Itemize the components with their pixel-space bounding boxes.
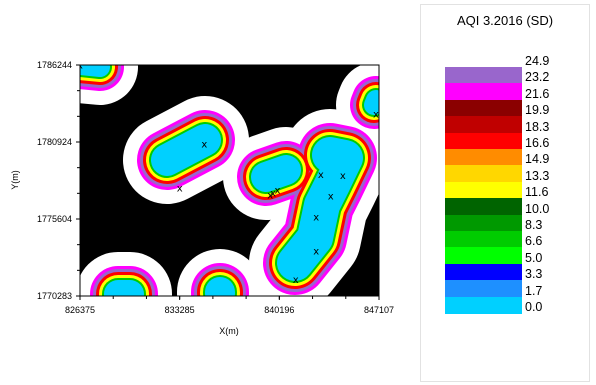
station-marker: x [201, 139, 207, 150]
legend-label: 19.9 [525, 103, 550, 118]
station-marker: x [222, 296, 228, 307]
legend-swatch [445, 149, 522, 166]
legend-label: 16.6 [525, 136, 550, 150]
legend-swatch [445, 132, 522, 150]
legend-swatch [445, 181, 522, 199]
legend-label: 23.2 [525, 70, 550, 85]
legend-swatch [445, 67, 522, 84]
station-marker: x [313, 212, 319, 223]
concentration-contours [80, 65, 379, 296]
station-marker: x [340, 171, 346, 182]
x-tick-label: 847107 [364, 305, 394, 315]
legend-label: 21.6 [525, 86, 550, 101]
plot-frame [79, 64, 380, 297]
contour-band [364, 90, 379, 115]
legend-swatch [445, 231, 522, 248]
station-marker: x [373, 110, 379, 121]
legend-swatch [445, 280, 522, 298]
legend-swatch [445, 198, 522, 216]
legend-swatch [445, 263, 522, 281]
legend-panel: AQI 3.2016 (SD) 24.9 23.2 21.6 19.9 18.3 16.6… [420, 4, 590, 382]
station-marker: x [267, 191, 273, 202]
contour-band [251, 155, 301, 192]
legend-label: 11.6 [525, 185, 549, 200]
legend-swatch [445, 247, 522, 265]
station-marker: x [275, 185, 281, 196]
station-marker: x [128, 296, 134, 307]
contour-band [151, 124, 221, 176]
legend-swatch [445, 214, 522, 232]
contour-band [277, 137, 363, 281]
station-marker: x [77, 61, 83, 72]
legend-label: 0.0 [525, 300, 543, 314]
station-marker: x [270, 188, 276, 199]
legend-swatch [445, 99, 522, 117]
legend-swatch [445, 83, 522, 101]
legend-label: 24.9 [525, 54, 550, 68]
legend-label: 13.3 [525, 168, 550, 183]
station-marker: x [318, 170, 324, 181]
y-axis-title: Y(m) [10, 170, 20, 190]
legend-swatch [445, 296, 522, 314]
legend-label: 3.3 [525, 267, 543, 282]
legend-label: 6.6 [525, 234, 543, 249]
legend-title: AQI 3.2016 (SD) [456, 13, 554, 28]
axes: 826375 833285 840196 847107 1786244 1780924 17… [37, 60, 394, 315]
legend-label: 1.7 [525, 283, 543, 298]
legend-label: 18.3 [525, 119, 550, 134]
x-tick-label: 826375 [65, 305, 95, 315]
x-tick-label: 833285 [165, 305, 195, 315]
station-marker: x [177, 183, 183, 194]
y-tick-label: 1786244 [37, 60, 72, 70]
legend-swatch [445, 116, 522, 134]
station-marker: x [313, 247, 319, 258]
y-tick-label: 1775604 [37, 214, 72, 224]
y-tick-label: 1780924 [37, 137, 72, 147]
legend-swatch [445, 165, 522, 183]
legend-label: 5.0 [525, 250, 543, 265]
station-marker: x [328, 191, 334, 202]
x-axis-title: X(m) [219, 326, 239, 336]
station-marker: x [293, 275, 299, 286]
legend-label: 10.0 [525, 201, 550, 216]
y-tick-label: 1770283 [37, 291, 72, 301]
legend-label: 14.9 [525, 152, 550, 167]
x-tick-label: 840196 [264, 305, 294, 315]
legend-label: 8.3 [525, 218, 543, 232]
